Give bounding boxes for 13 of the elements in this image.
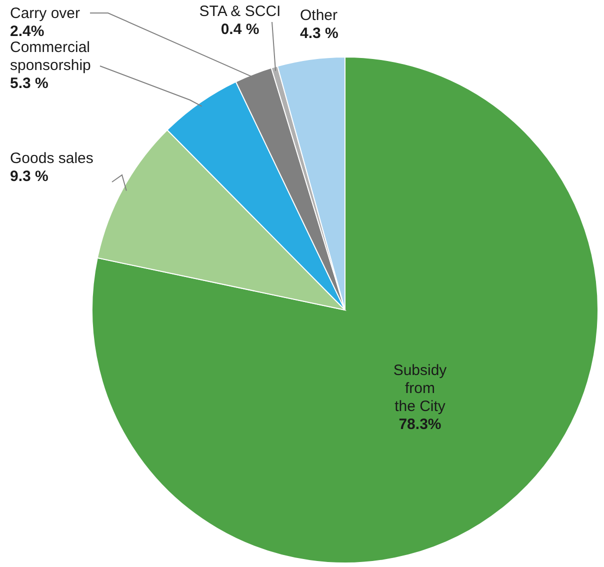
- slice-label: Other: [300, 7, 338, 24]
- data-label: 0.4 %: [220, 21, 260, 38]
- slice-label: Carry over: [10, 5, 80, 22]
- data-label: 2.4%: [10, 23, 44, 40]
- slice-label: STA & SCCI: [199, 3, 281, 20]
- data-label: 78.3%: [398, 416, 442, 433]
- slice-label: Commercial sponsorship: [10, 39, 91, 74]
- pie-slice: [92, 56, 598, 564]
- data-label: 9.3 %: [10, 168, 48, 185]
- data-label: 4.3 %: [300, 25, 338, 42]
- slice-label: Subsidy from the City: [393, 362, 448, 415]
- data-label: 5.3 %: [10, 75, 48, 92]
- slice-label: Goods sales: [10, 150, 94, 167]
